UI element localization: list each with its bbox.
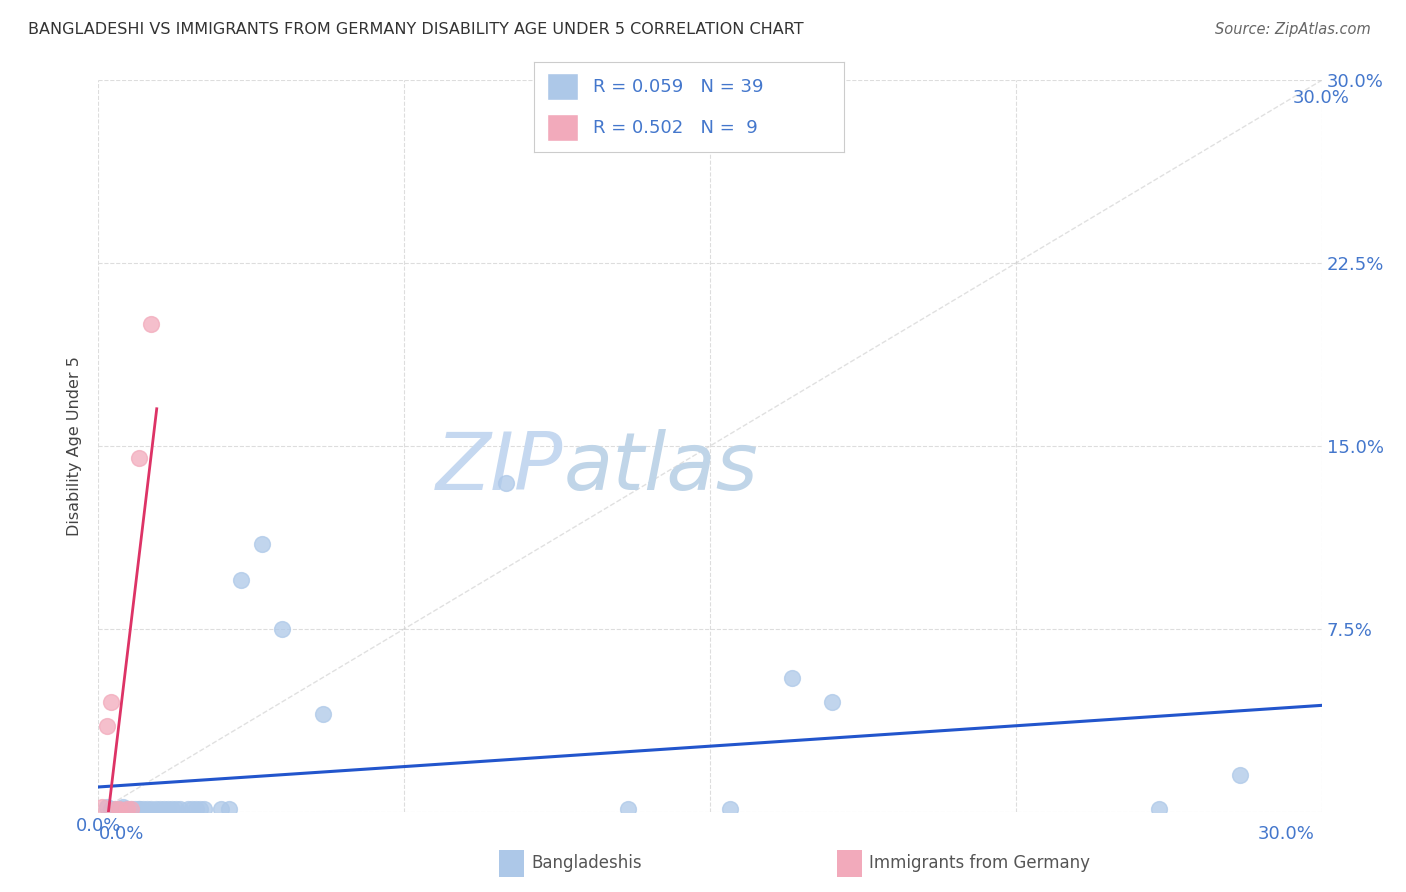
Text: Immigrants from Germany: Immigrants from Germany [869, 855, 1090, 872]
Point [177, 802, 200, 816]
Point [120, 802, 142, 816]
Point [141, 317, 163, 331]
Text: 30.0%: 30.0% [1294, 89, 1350, 107]
Point [145, 802, 167, 816]
Point [111, 802, 134, 816]
Text: Bangladeshis: Bangladeshis [531, 855, 643, 872]
Y-axis label: Disability Age Under 5: Disability Age Under 5 [67, 356, 83, 536]
Point [104, 802, 127, 816]
Text: atlas: atlas [564, 429, 758, 507]
Text: BANGLADESHI VS IMMIGRANTS FROM GERMANY DISABILITY AGE UNDER 5 CORRELATION CHART: BANGLADESHI VS IMMIGRANTS FROM GERMANY D… [28, 22, 804, 37]
Point [312, 707, 335, 722]
Point [780, 671, 803, 685]
Point [1147, 802, 1170, 816]
Point [111, 800, 134, 814]
Bar [547, 73, 578, 100]
Point [115, 802, 138, 816]
Point [156, 802, 179, 816]
Point [136, 802, 159, 816]
Point [128, 802, 150, 816]
Point [124, 802, 146, 816]
Point [250, 536, 273, 550]
Point [617, 802, 640, 816]
Point [100, 802, 122, 816]
Point [108, 802, 131, 816]
Point [96, 719, 118, 733]
Point [100, 695, 122, 709]
Text: 0.0%: 0.0% [98, 825, 143, 843]
Point [821, 695, 844, 709]
Point [104, 802, 127, 816]
Point [96, 800, 118, 814]
Point [149, 802, 172, 816]
Point [1229, 768, 1251, 782]
Point [495, 475, 517, 490]
Text: Source: ZipAtlas.com: Source: ZipAtlas.com [1215, 22, 1371, 37]
Point [270, 622, 294, 636]
Point [108, 802, 131, 816]
Text: R = 0.059   N = 39: R = 0.059 N = 39 [593, 78, 763, 95]
Point [181, 802, 204, 816]
Point [152, 802, 174, 816]
Point [188, 802, 212, 816]
Point [186, 802, 208, 816]
Bar [547, 114, 578, 141]
Point [165, 802, 187, 816]
Point [128, 451, 150, 466]
Text: ZIP: ZIP [436, 429, 564, 507]
Point [720, 802, 742, 816]
Point [169, 802, 191, 816]
Text: R = 0.502   N =  9: R = 0.502 N = 9 [593, 119, 758, 136]
Point [91, 800, 114, 814]
Point [115, 802, 138, 816]
Point [218, 802, 240, 816]
Point [120, 802, 142, 816]
Text: 30.0%: 30.0% [1258, 825, 1315, 843]
Point [231, 573, 253, 587]
Point [141, 802, 163, 816]
Point [160, 802, 183, 816]
Point [128, 802, 150, 816]
Point [132, 802, 155, 816]
Point [209, 802, 232, 816]
Point [193, 802, 215, 816]
